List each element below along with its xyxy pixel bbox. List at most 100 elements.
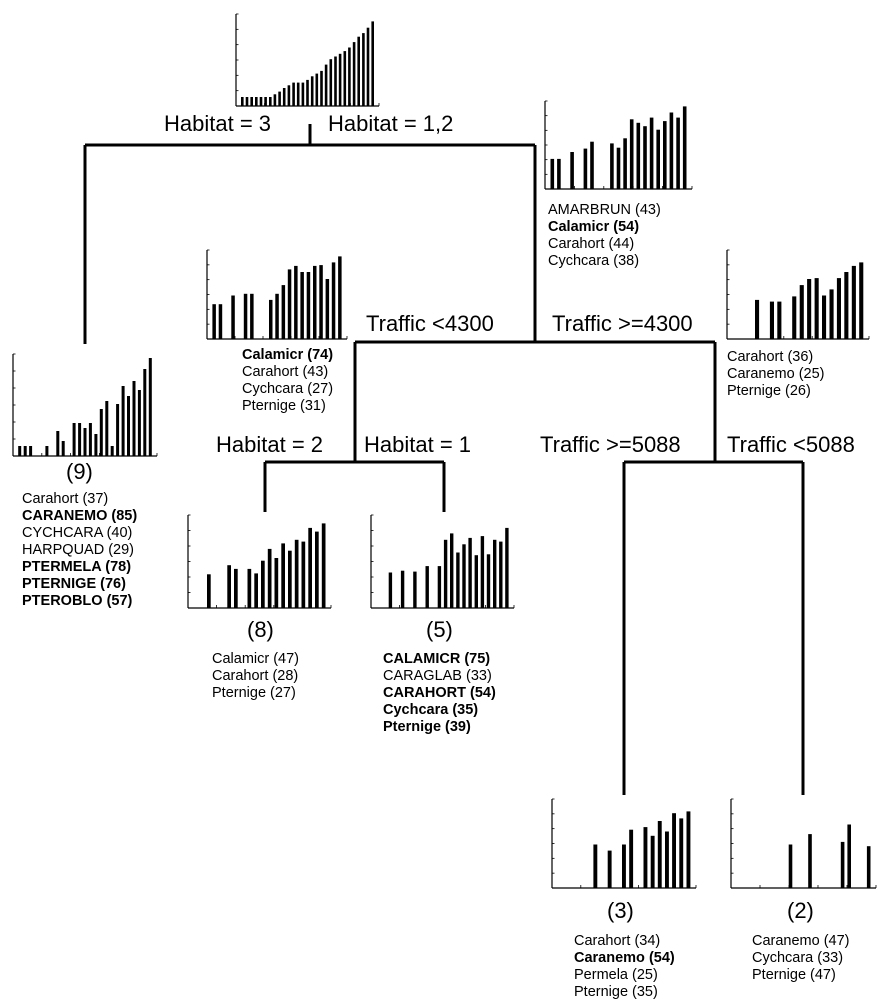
chart-bar xyxy=(264,97,267,106)
species-entry: Pternige (39) xyxy=(383,719,471,735)
chart-bar xyxy=(807,279,812,339)
chart-bar xyxy=(45,446,49,456)
chart-bar xyxy=(274,558,279,609)
chart-bar xyxy=(643,827,648,888)
chart-bar xyxy=(462,544,466,608)
chart-bar xyxy=(281,285,286,339)
chart-bar xyxy=(288,550,292,608)
species-entry: Calamicr (74) xyxy=(242,347,334,363)
chart-bar xyxy=(137,390,141,456)
chart-bar xyxy=(132,381,136,456)
chart-bar xyxy=(294,265,298,339)
species-list-leaf8: Calamicr (47) Carahort (28) Pternige (27) xyxy=(212,651,299,702)
species-entry: Calamicr (54) xyxy=(548,219,640,235)
chart-bar xyxy=(443,539,448,609)
chart-bar xyxy=(486,554,491,608)
chart-bar xyxy=(844,272,849,339)
chart-bar xyxy=(366,27,370,107)
leaf-8-count: (8) xyxy=(247,617,274,642)
species-entry: Pternige (26) xyxy=(727,383,811,399)
chart-bar xyxy=(275,293,279,339)
chart-bar xyxy=(313,265,317,339)
chart-bar xyxy=(310,76,314,106)
chart-bar xyxy=(306,79,309,106)
chart-bar xyxy=(301,82,305,106)
chart-bar xyxy=(29,446,33,456)
chart-bar xyxy=(777,301,782,339)
species-entry: CALAMICR (75) xyxy=(383,651,491,667)
chart-bar xyxy=(799,285,804,339)
chart-bar xyxy=(247,568,252,608)
leaf-9-count: (9) xyxy=(66,459,93,484)
bar-chart-habitat12 xyxy=(544,100,693,190)
chart-bar xyxy=(679,818,684,888)
chart-bar xyxy=(207,574,211,608)
species-entry: Pternige (31) xyxy=(242,398,326,414)
chart-bar xyxy=(261,560,265,608)
chart-bar xyxy=(83,428,87,456)
chart-bar xyxy=(321,523,326,608)
chart-bar xyxy=(234,568,238,608)
chart-bar xyxy=(456,552,460,608)
chart-bar xyxy=(269,299,273,339)
chart-bar xyxy=(629,829,634,888)
chart-bar xyxy=(72,423,76,456)
chart-bar xyxy=(663,121,667,189)
species-entry: Carahort (34) xyxy=(574,933,661,949)
species-entry: Caranemo (25) xyxy=(727,366,825,382)
chart-bar xyxy=(450,533,454,608)
split-label-traffic-lt-5088: Traffic <5088 xyxy=(727,432,855,457)
leaf-5-count: (5) xyxy=(426,617,453,642)
chart-bar xyxy=(616,147,621,189)
chart-bar xyxy=(287,269,292,339)
bar-chart-traffic-ge4300 xyxy=(726,249,870,340)
chart-bar xyxy=(557,158,561,189)
chart-bar xyxy=(847,824,851,888)
chart-bar xyxy=(250,97,253,106)
chart-bar xyxy=(636,122,641,189)
species-entry: Cychcara (33) xyxy=(752,950,844,966)
chart-bar xyxy=(836,278,841,339)
chart-bar xyxy=(105,401,109,456)
chart-bar xyxy=(822,295,827,339)
chart-bar xyxy=(315,531,319,608)
species-list-leaf9: Carahort (37) CARANEMO (85) CYCHCARA (40) H… xyxy=(22,491,137,610)
species-entry: Pternige (35) xyxy=(574,984,658,1000)
chart-bar xyxy=(334,56,337,106)
chart-bar xyxy=(788,844,793,888)
species-entry: Permela (25) xyxy=(574,967,658,983)
species-entry: PTERMELA (78) xyxy=(22,559,132,575)
chart-bar xyxy=(292,82,295,106)
split-label-traffic-ge-4300: Traffic >=4300 xyxy=(552,311,693,336)
species-entry: Caranemo (54) xyxy=(574,950,675,966)
species-list-leaf2: Caranemo (47) Cychcara (33) Pternige (47) xyxy=(752,933,850,984)
species-entry: Carahort (37) xyxy=(22,491,109,507)
chart-bar xyxy=(672,813,676,888)
chart-bar xyxy=(227,565,231,608)
chart-bar xyxy=(643,126,647,189)
chart-bar xyxy=(866,846,871,888)
chart-bar xyxy=(468,537,472,608)
species-entry: CARANEMO (85) xyxy=(22,508,138,524)
species-entry: CYCHCARA (40) xyxy=(22,525,133,541)
split-label-habitat-3: Habitat = 3 xyxy=(164,111,272,136)
chart-bar xyxy=(362,33,365,106)
chart-bar xyxy=(231,295,235,339)
chart-bar xyxy=(829,289,834,339)
species-list-traffic-ge-4300: Carahort (36) Caranemo (25) Pternige (26) xyxy=(727,349,825,400)
species-entry: Pternige (27) xyxy=(212,685,296,701)
chart-bar xyxy=(348,47,351,106)
chart-bar xyxy=(148,358,152,456)
split-label-habitat-1-2: Habitat = 1,2 xyxy=(328,111,454,136)
chart-bar xyxy=(769,301,774,339)
chart-bar xyxy=(306,272,311,339)
chart-bar xyxy=(301,541,306,608)
species-entry: Carahort (43) xyxy=(242,364,329,380)
chart-bar xyxy=(550,158,555,189)
split-label-habitat-1: Habitat = 1 xyxy=(364,432,472,457)
chart-bar xyxy=(255,97,258,106)
chart-bar xyxy=(590,141,594,189)
chart-bar xyxy=(808,834,812,888)
